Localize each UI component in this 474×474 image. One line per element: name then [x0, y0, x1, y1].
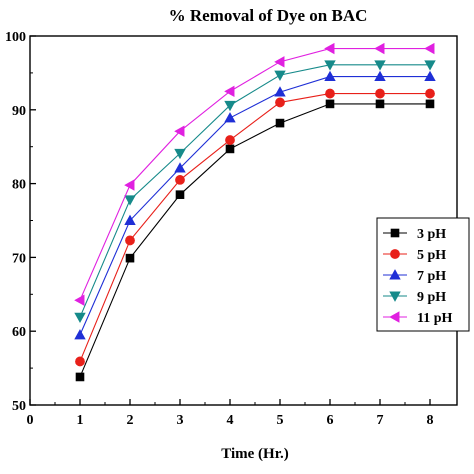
data-point — [74, 294, 85, 306]
legend-label: 5 pH — [417, 248, 446, 263]
legend-marker — [390, 249, 400, 259]
data-point — [325, 88, 335, 99]
x-tick-label: 7 — [377, 413, 384, 428]
data-point — [224, 100, 236, 112]
data-point — [174, 125, 185, 137]
data-point — [375, 88, 385, 99]
legend-marker — [389, 291, 401, 302]
x-tick-label: 2 — [127, 413, 134, 428]
series-line — [79, 64, 430, 318]
data-point — [375, 99, 385, 109]
data-point — [224, 85, 235, 98]
data-point — [125, 235, 135, 246]
data-point — [275, 118, 285, 128]
data-point — [174, 162, 186, 173]
data-point — [74, 329, 86, 340]
x-tick-label: 6 — [327, 413, 334, 428]
legend-marker — [389, 311, 400, 323]
x-tick-label: 4 — [227, 413, 234, 428]
series-9-ph — [74, 60, 436, 323]
series-7-ph — [74, 70, 436, 340]
series-line — [79, 47, 430, 301]
x-tick-label: 5 — [277, 413, 284, 428]
y-tick-label: 70 — [12, 251, 26, 266]
x-tick-label: 8 — [427, 413, 434, 428]
data-point — [225, 135, 235, 145]
series-11-ph — [74, 42, 435, 306]
data-point — [224, 112, 236, 123]
data-point — [75, 356, 85, 367]
data-point — [425, 88, 435, 99]
data-point — [324, 42, 335, 55]
y-tick-label: 50 — [12, 399, 26, 414]
series-line — [79, 93, 430, 362]
legend: 3 pH 5 pH 7 pH 9 pH 11 pH — [376, 217, 470, 332]
series-5-ph — [75, 88, 435, 367]
x-tick-label: 3 — [177, 413, 184, 428]
data-point — [124, 214, 136, 225]
data-point — [275, 97, 285, 108]
data-point — [125, 253, 135, 263]
data-point — [274, 56, 285, 68]
x-axis-label: Time (Hr.) — [221, 446, 289, 462]
legend-label: 11 pH — [417, 311, 453, 326]
y-tick-label: 80 — [12, 178, 26, 193]
data-point — [74, 312, 86, 323]
data-point — [374, 70, 386, 82]
data-point — [274, 86, 286, 97]
data-point — [325, 99, 335, 109]
data-point — [424, 42, 435, 55]
data-point — [374, 60, 386, 71]
data-point — [174, 148, 186, 160]
data-point — [124, 195, 136, 206]
data-point — [374, 42, 385, 55]
legend-label: 7 pH — [417, 269, 446, 284]
data-point — [424, 60, 436, 71]
data-point — [175, 175, 185, 185]
data-point — [225, 144, 235, 154]
data-point — [75, 372, 85, 382]
series-3-ph — [75, 99, 435, 382]
legend-marker — [390, 228, 400, 238]
data-point — [175, 190, 185, 199]
series-line — [79, 103, 430, 378]
data-point — [124, 179, 135, 191]
legend-label: 9 pH — [417, 290, 446, 305]
y-tick-label: 60 — [12, 325, 26, 340]
data-point — [274, 70, 286, 81]
x-tick-label: 1 — [77, 413, 84, 428]
chart-title: % Removal of Dye on BAC — [169, 6, 368, 25]
x-tick-label: 0 — [27, 413, 34, 428]
data-point — [424, 70, 436, 82]
legend-label: 3 pH — [417, 227, 446, 242]
data-point — [324, 70, 336, 82]
data-point — [425, 99, 435, 109]
data-point — [324, 60, 336, 71]
series-line — [79, 76, 430, 336]
y-tick-label: 90 — [12, 104, 26, 119]
y-tick-label: 100 — [5, 30, 26, 45]
series-layer — [74, 42, 436, 382]
legend-marker — [389, 269, 401, 280]
axes: 0 1 2 3 4 5 6 7 8 50 60 70 80 90 100 — [5, 30, 458, 428]
